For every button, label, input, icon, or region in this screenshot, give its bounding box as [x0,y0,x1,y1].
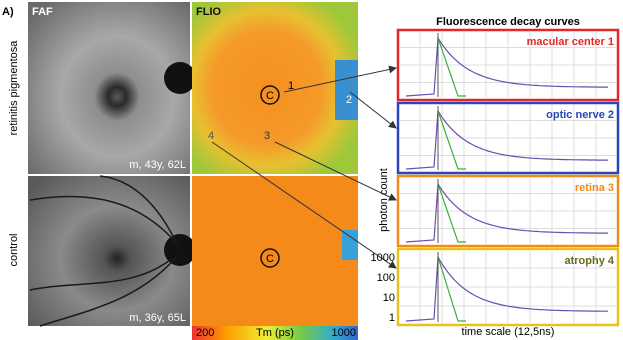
optic-disc [164,234,196,266]
optic-nerve [335,60,358,120]
optic-nerve [342,230,358,260]
patient-info: m, 43y, 62L [129,159,186,171]
optic-disc [164,62,196,94]
panel-label: macular center 1 [527,36,614,48]
column-title: FAF [32,6,53,18]
y-tick-label: 10 [383,292,395,304]
decay-curve [405,254,608,322]
point-label: 2 [346,94,352,106]
column-title: FLIO [196,6,221,18]
point-label: 4 [208,130,214,142]
panel-label: optic nerve 2 [546,109,614,121]
decay-panels: macular center 1 optic nerve 2 retina 3 atr… [371,28,620,327]
center-label: C [266,253,274,265]
fit-curve [437,183,466,243]
fit-curve [437,110,466,170]
fit-curve [437,37,466,97]
panel-label: atrophy 4 [564,255,614,267]
center-marker [260,85,280,105]
y-tick-label: 100 [377,272,395,284]
row-label: control [8,233,20,266]
y-tick-label: 1 [389,312,395,324]
point-label: 3 [264,130,270,142]
decay-curve [405,109,608,170]
center-marker [260,248,280,268]
decay-title: Fluorescence decay curves [436,16,580,28]
x-axis-label: time scale (12,5ns) [462,326,555,338]
panel-label: retina 3 [575,182,614,194]
decay-curve [405,36,608,97]
faf-rp-image [28,2,190,174]
vessels [29,175,179,327]
y-tick-label: 1000 [371,252,395,264]
colorbar-min: 200 [196,327,214,339]
y-axis-label: photon count [378,168,390,232]
colorbar-max: 1000 [332,327,356,339]
colorbar-label: Tm (ps) [256,327,294,339]
point-label: 1 [288,80,294,92]
colorbar [192,326,358,340]
row-label: retinitis pigmentosa [8,40,20,136]
decay-curve [405,182,608,243]
arrows [211,65,397,269]
fit-curve [437,256,466,322]
panel-label: A) [2,6,14,18]
patient-info: m, 36y, 65L [129,312,186,324]
center-label: C [266,90,274,102]
